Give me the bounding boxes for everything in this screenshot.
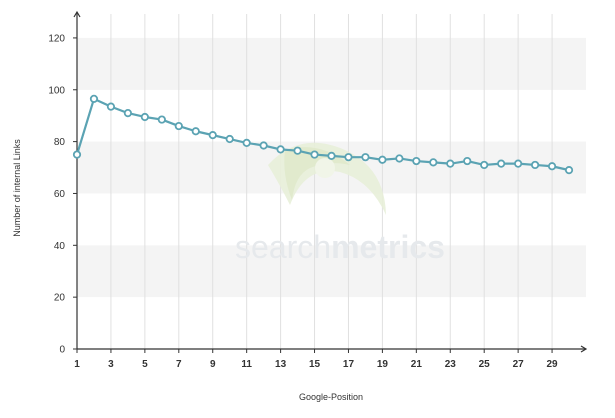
- data-point[interactable]: [446, 159, 455, 168]
- data-point[interactable]: [514, 159, 523, 168]
- x-tick-label: 19: [377, 359, 389, 370]
- data-point[interactable]: [123, 109, 133, 118]
- y-tick-label: 120: [48, 33, 65, 44]
- data-point[interactable]: [547, 162, 557, 171]
- watermark-text-part2: metrics: [331, 229, 445, 265]
- y-axis-arrow-icon: [73, 10, 81, 18]
- x-tick-label: 13: [275, 359, 287, 370]
- data-point[interactable]: [157, 115, 166, 124]
- data-point[interactable]: [395, 154, 404, 163]
- x-tick-label: 23: [445, 359, 457, 370]
- x-tick-label: 11: [241, 359, 252, 370]
- data-point[interactable]: [327, 151, 336, 160]
- data-point[interactable]: [191, 127, 200, 136]
- axes: [73, 10, 588, 353]
- data-point[interactable]: [174, 121, 183, 131]
- watermark-text-part1: search: [235, 229, 331, 265]
- data-point[interactable]: [208, 131, 217, 140]
- x-tick-labels: 1 3 5 7 9 11 13 15 17 19 21 23 25 27 29: [74, 359, 558, 370]
- data-point[interactable]: [564, 166, 574, 175]
- x-tick-label: 9: [210, 359, 216, 370]
- data-point[interactable]: [225, 134, 234, 144]
- y-tick-label: 60: [54, 189, 66, 200]
- y-axis-title: Number of internal Links: [12, 139, 22, 237]
- data-point[interactable]: [140, 112, 149, 122]
- x-tick-label: 5: [142, 359, 148, 370]
- data-point[interactable]: [480, 160, 489, 170]
- data-point[interactable]: [293, 146, 302, 155]
- data-point[interactable]: [530, 160, 540, 170]
- x-axis-arrow-icon: [580, 345, 588, 353]
- x-tick-label: 1: [74, 359, 80, 370]
- data-point[interactable]: [242, 138, 251, 148]
- background-band: [77, 245, 586, 298]
- data-point[interactable]: [259, 141, 268, 150]
- data-point[interactable]: [310, 150, 319, 159]
- data-point[interactable]: [378, 155, 387, 164]
- data-point[interactable]: [361, 153, 370, 162]
- x-tick-label: 21: [411, 359, 423, 370]
- x-tick-label: 27: [513, 359, 525, 370]
- data-point[interactable]: [72, 150, 82, 159]
- y-tick-label: 20: [54, 293, 66, 304]
- y-tick-label: 80: [54, 137, 66, 148]
- y-tick-label: 100: [48, 85, 65, 96]
- x-tick-label: 7: [176, 359, 182, 370]
- data-point[interactable]: [89, 94, 99, 103]
- watermark: searchmetrics: [235, 142, 445, 265]
- x-tick-label: 25: [479, 359, 491, 370]
- watermark-text: searchmetrics: [235, 229, 445, 265]
- x-tick-label: 29: [547, 359, 559, 370]
- data-point[interactable]: [412, 156, 421, 166]
- y-tick-label: 40: [54, 241, 66, 252]
- data-point[interactable]: [463, 156, 472, 166]
- y-tick-label: 0: [59, 345, 65, 356]
- data-point[interactable]: [497, 159, 506, 168]
- watermark-logo-icon: [268, 142, 386, 215]
- x-axis-title: Google-Position: [299, 392, 363, 402]
- x-tick-label: 17: [343, 359, 355, 370]
- data-point[interactable]: [106, 102, 116, 111]
- background-band: [77, 37, 586, 90]
- data-point[interactable]: [276, 145, 285, 154]
- data-series: [72, 94, 574, 175]
- y-tick-labels: 0 20 40 60 80 100 120: [48, 33, 65, 355]
- data-point[interactable]: [429, 158, 438, 167]
- data-point[interactable]: [344, 153, 353, 162]
- x-tick-label: 15: [309, 359, 321, 370]
- x-tick-label: 3: [108, 359, 114, 370]
